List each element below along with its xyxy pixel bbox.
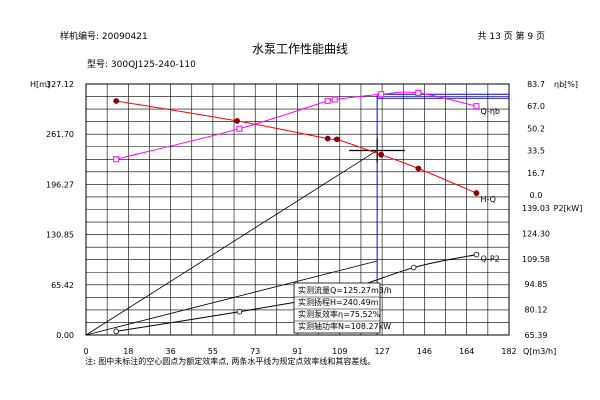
p2-tick-label: 109.58 <box>522 255 550 264</box>
eta-point <box>113 156 120 163</box>
eta-point <box>415 89 422 96</box>
h-point <box>324 135 331 142</box>
q-tick-label: 109 <box>332 347 347 356</box>
h-point <box>415 165 422 172</box>
h-tick-label: 261.70 <box>46 130 74 139</box>
eta-tick-label: 33.5 <box>527 147 545 156</box>
q-tick-label: 164 <box>459 347 474 356</box>
q-tick-label: 182 <box>501 347 516 356</box>
annotation-frame <box>293 282 381 334</box>
eta-tick-label: 0.0 <box>530 191 543 200</box>
series-label: Q-P2 <box>480 255 499 264</box>
p2-ray-line <box>85 260 378 336</box>
eta-tick-label: 16.7 <box>527 169 545 178</box>
p2-point <box>410 264 417 271</box>
h-ray-line <box>85 150 378 336</box>
eta-tick-label: 83.7 <box>527 80 545 89</box>
annotation-line: 实测流量Q=125.27m3/h <box>298 285 392 295</box>
q-axis-label: Q[m3/h] <box>523 347 556 356</box>
annotation-line: 实测扬程H=240.49m <box>298 297 379 307</box>
series-label: Q-ηb <box>480 107 500 116</box>
p2-point <box>236 308 243 315</box>
series-label: H-Q <box>480 195 496 204</box>
h-point <box>473 190 480 196</box>
q-tick-label: 146 <box>417 347 432 356</box>
annotation-box: 实测流量Q=125.27m3/h 实测扬程H=240.49m 实测泵效率η=75.5… <box>293 282 392 334</box>
q-tick-label: 127 <box>374 347 389 356</box>
q-tick-label: 55 <box>208 347 218 356</box>
eta-point <box>378 91 385 98</box>
q-tick-label: 0 <box>83 347 88 356</box>
h-axis: 0.00 65.42 130.85 196.27 261.70 327.12H[m] <box>30 80 74 340</box>
q-tick-label: 73 <box>250 347 260 356</box>
model-label: 型号: 300QJ125-240-110 <box>87 59 196 70</box>
p2-tick-label: 124.30 <box>522 229 550 238</box>
h-point <box>378 151 385 158</box>
p2-axis-label: P2[kW] <box>554 204 583 213</box>
h-point <box>234 118 240 124</box>
h-tick-label: 0.00 <box>56 331 74 340</box>
eta-axis-label: ηb[%] <box>554 80 578 89</box>
p2-tick-label: 80.12 <box>525 306 548 315</box>
q-tick-label: 91 <box>292 347 302 356</box>
annotation-line: 实测泵效率η=75.52% <box>298 309 381 319</box>
plot-border <box>85 83 510 336</box>
p2-tick-label: 94.85 <box>525 280 548 289</box>
series-line-q-eta <box>116 91 477 160</box>
eta-tick-label: 67.0 <box>527 102 545 111</box>
eta-point <box>331 96 338 103</box>
grid <box>86 84 509 335</box>
h-point <box>113 98 120 104</box>
chart-title: 水泵工作性能曲线 <box>252 42 348 56</box>
page-info: 共 13 页 第 9 页 <box>478 30 545 42</box>
sample-id: 样机编号: 20090421 <box>60 30 148 42</box>
p2-point <box>473 251 480 258</box>
h-tick-label: 196.27 <box>46 180 74 189</box>
eta-point <box>473 103 480 110</box>
footnote: 注: 图中未标注的空心圆点为额定效率点, 两条水平线为规定点效率线和其容差线。 <box>85 356 375 366</box>
q-axis: 0 18 36 55 73 91 109 127 146 164 182 Q[m3/h] <box>83 347 556 356</box>
p2-tick-label: 65.39 <box>525 331 548 340</box>
q-tick-label: 36 <box>166 347 176 356</box>
p2-point <box>113 328 120 335</box>
right-axes: 0.0 16.7 33.5 50.2 67.0 83.7 ηb[%] 65.39 80.12 94… <box>522 80 582 340</box>
h-point <box>334 136 340 143</box>
h-axis-label: H[m] <box>30 80 50 89</box>
eta-point <box>236 125 243 132</box>
h-tick-label: 65.42 <box>51 281 74 290</box>
eta-point <box>324 97 331 104</box>
annotation-line: 实测轴功率N=108.27kW <box>298 321 391 331</box>
eta-tick-label: 50.2 <box>527 124 545 133</box>
q-tick-label: 18 <box>123 347 133 356</box>
h-tick-label: 130.85 <box>46 231 74 240</box>
p2-tick-label: 139.03 <box>522 204 550 213</box>
h-tick-label: 327.12 <box>46 80 74 89</box>
